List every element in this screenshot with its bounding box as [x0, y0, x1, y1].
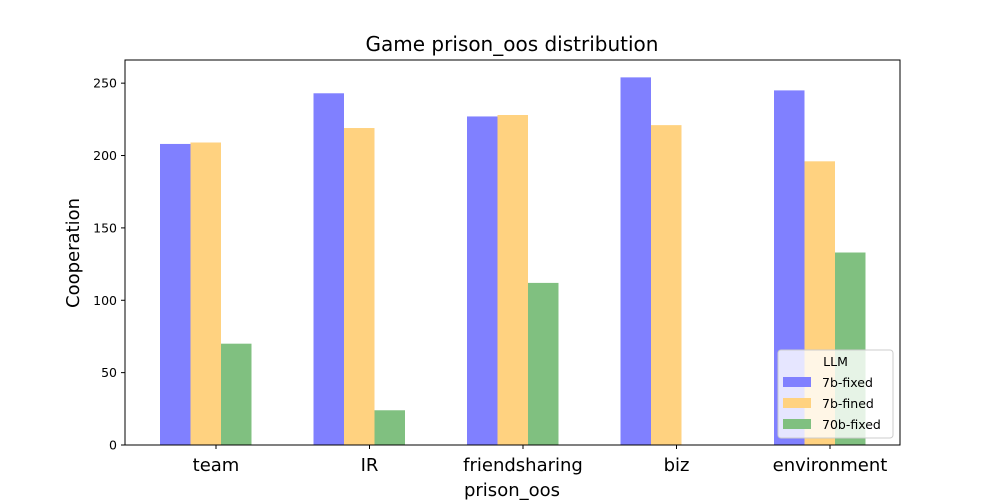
- bar-7b-fined-IR: [344, 128, 375, 446]
- x-tick-label: biz: [664, 455, 690, 476]
- chart-title: Game prison_oos distribution: [366, 32, 659, 56]
- legend-label-7b-fixed: 7b-fixed: [822, 375, 873, 390]
- bar-7b-fixed-friendsharing: [467, 116, 498, 446]
- legend-label-70b-fixed: 70b-fixed: [822, 417, 881, 432]
- legend-swatch-70b-fixed: [783, 419, 811, 429]
- legend-title: LLM: [823, 354, 848, 369]
- bar-7b-fined-biz: [651, 125, 682, 445]
- x-tick-label: IR: [361, 455, 379, 476]
- legend-swatch-7b-fixed: [783, 377, 811, 387]
- bar-70b-fixed-IR: [374, 410, 405, 445]
- bar-7b-fixed-IR: [313, 93, 344, 445]
- y-axis: 0 50 100 150 200 250: [93, 76, 125, 453]
- y-axis-title: Cooperation: [63, 198, 84, 308]
- x-tick-label: environment: [773, 455, 888, 476]
- bar-7b-fined-friendsharing: [497, 115, 528, 445]
- x-tick-label: team: [193, 455, 240, 476]
- legend-label-7b-fined: 7b-fined: [822, 396, 874, 411]
- legend-swatch-7b-fined: [783, 398, 811, 408]
- y-tick-label: 0: [109, 438, 117, 453]
- x-tick-label: friendsharing: [463, 455, 583, 476]
- bar-7b-fixed-team: [160, 143, 191, 445]
- bar-7b-fined-team: [190, 142, 221, 445]
- legend-box: [777, 349, 894, 439]
- y-tick-label: 200: [93, 148, 117, 163]
- plot-frame: [124, 59, 901, 446]
- bar-70b-fixed-team: [221, 343, 252, 445]
- x-axis: team IR friendsharing biz environment: [193, 445, 888, 476]
- bars-group: [160, 77, 866, 446]
- legend: LLM 7b-fixed 7b-fined 70b-fixed: [777, 349, 894, 439]
- y-tick-label: 150: [93, 220, 117, 235]
- y-tick-label: 50: [101, 365, 117, 380]
- y-tick-label: 250: [93, 76, 117, 91]
- x-axis-title: prison_oos: [464, 480, 560, 500]
- y-tick-label: 100: [93, 293, 117, 308]
- bar-70b-fixed-friendsharing: [528, 282, 559, 445]
- bar-7b-fixed-biz: [620, 77, 651, 446]
